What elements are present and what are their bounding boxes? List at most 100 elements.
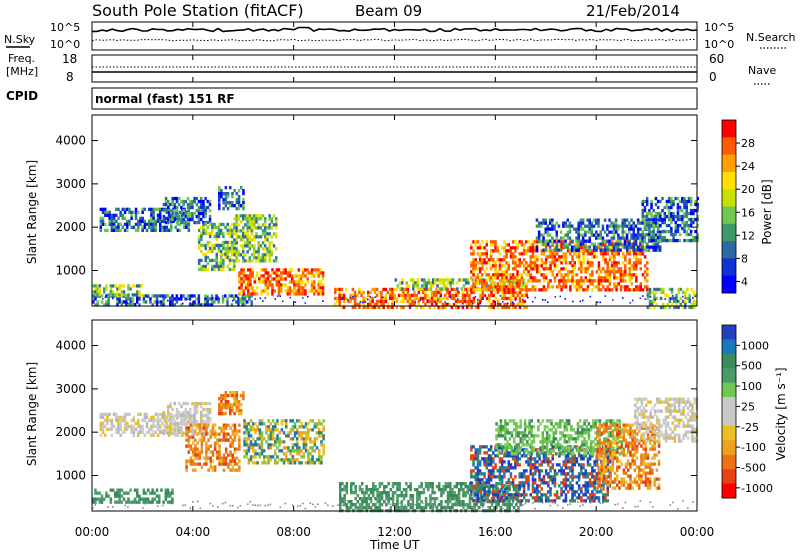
echo-cell: [570, 245, 574, 249]
echo-cell: [462, 284, 466, 288]
echo-cell: [495, 485, 498, 489]
echo-cell: [490, 497, 494, 501]
echo-cell: [132, 424, 136, 428]
echo-cell: [244, 232, 247, 236]
echo-cell: [500, 463, 504, 467]
echo-cell: [222, 201, 225, 205]
echo-cell: [534, 296, 537, 299]
echo-cell: [623, 230, 627, 234]
echo-cell: [195, 425, 199, 430]
echo-cell: [237, 259, 241, 263]
echo-cell: [522, 246, 526, 250]
echo-cell: [250, 226, 254, 230]
echo-cell: [233, 412, 236, 416]
echo-cell: [437, 305, 440, 310]
echo-cell: [639, 267, 642, 271]
echo-cell: [632, 227, 635, 231]
echo-cell: [155, 297, 159, 301]
echo-cell: [446, 494, 450, 498]
echo-cell: [592, 233, 596, 237]
echo-cell: [270, 250, 274, 254]
echo-cell: [575, 243, 579, 247]
echo-cell: [590, 224, 594, 228]
echo-cell: [100, 494, 104, 498]
echo-cell: [257, 235, 260, 239]
echo-cell: [180, 404, 183, 409]
echo-cell: [520, 243, 524, 247]
echo-cell: [144, 294, 148, 298]
echo-cell: [621, 285, 625, 289]
echo-cell: [315, 422, 319, 426]
echo-cell: [228, 228, 232, 233]
echo-cell: [654, 245, 657, 249]
echo-cell: [156, 207, 160, 211]
echo-cell: [544, 273, 548, 277]
echo-cell: [291, 458, 295, 462]
echo-cell: [431, 485, 434, 489]
echo-cell: [259, 217, 263, 221]
echo-cell: [479, 500, 483, 504]
echo-cell: [551, 240, 554, 244]
echo-cell: [220, 412, 223, 416]
echo-cell: [515, 503, 518, 507]
echo-cell: [488, 485, 492, 489]
echo-cell: [229, 412, 232, 416]
echo-cell: [409, 497, 412, 501]
echo-cell: [159, 219, 162, 223]
echo-cell: [304, 449, 308, 453]
echo-cell: [222, 462, 226, 466]
echo-cell: [307, 295, 309, 298]
echo-cell: [382, 299, 385, 304]
echo-cell: [592, 242, 596, 246]
echo-cell: [444, 506, 448, 510]
echo-cell: [402, 488, 406, 492]
echo-cell: [365, 506, 368, 510]
echo-cell: [424, 302, 427, 307]
echo-cell: [138, 303, 141, 307]
echo-cell: [645, 226, 649, 231]
echo-cell: [99, 427, 103, 431]
echo-cell: [162, 416, 166, 421]
echo-cell: [200, 196, 203, 201]
echo-cell: [537, 224, 541, 228]
echo-cell: [476, 469, 480, 473]
echo-cell: [564, 233, 567, 237]
echo-cell: [696, 223, 699, 228]
echo-cell: [393, 296, 396, 301]
echo-cell: [435, 299, 438, 304]
echo-cell: [222, 423, 226, 427]
echo-cell: [455, 293, 458, 298]
echo-cell: [154, 225, 158, 229]
echo-cell: [257, 250, 260, 254]
echo-cell: [291, 280, 294, 284]
echo-cell: [218, 406, 221, 410]
echo-cell: [651, 299, 654, 304]
echo-cell: [193, 211, 196, 216]
echo-cell: [143, 415, 147, 419]
echo-cell: [389, 287, 392, 292]
echo-cell: [514, 249, 517, 253]
echo-cell: [230, 303, 234, 307]
echo-cell: [186, 214, 190, 219]
echo-cell: [500, 469, 504, 473]
echo-cell: [621, 261, 625, 265]
echo-cell: [230, 243, 234, 248]
echo-cell: [184, 211, 188, 216]
echo-cell: [175, 220, 179, 225]
echo-cell: [231, 453, 234, 457]
echo-cell: [610, 252, 614, 256]
echo-cell: [517, 284, 521, 288]
echo-cell: [681, 220, 684, 225]
echo-cell: [437, 290, 440, 295]
echo-cell: [542, 267, 546, 271]
echo-cell: [248, 214, 252, 218]
echo-cell: [478, 448, 482, 452]
echo-cell: [211, 246, 214, 251]
echo-cell: [211, 243, 214, 248]
echo-cell: [577, 221, 580, 225]
echo-cell: [525, 267, 528, 271]
echo-cell: [207, 295, 209, 297]
echo-cell: [118, 300, 121, 304]
echo-cell: [646, 279, 649, 283]
echo-cell: [291, 419, 295, 423]
